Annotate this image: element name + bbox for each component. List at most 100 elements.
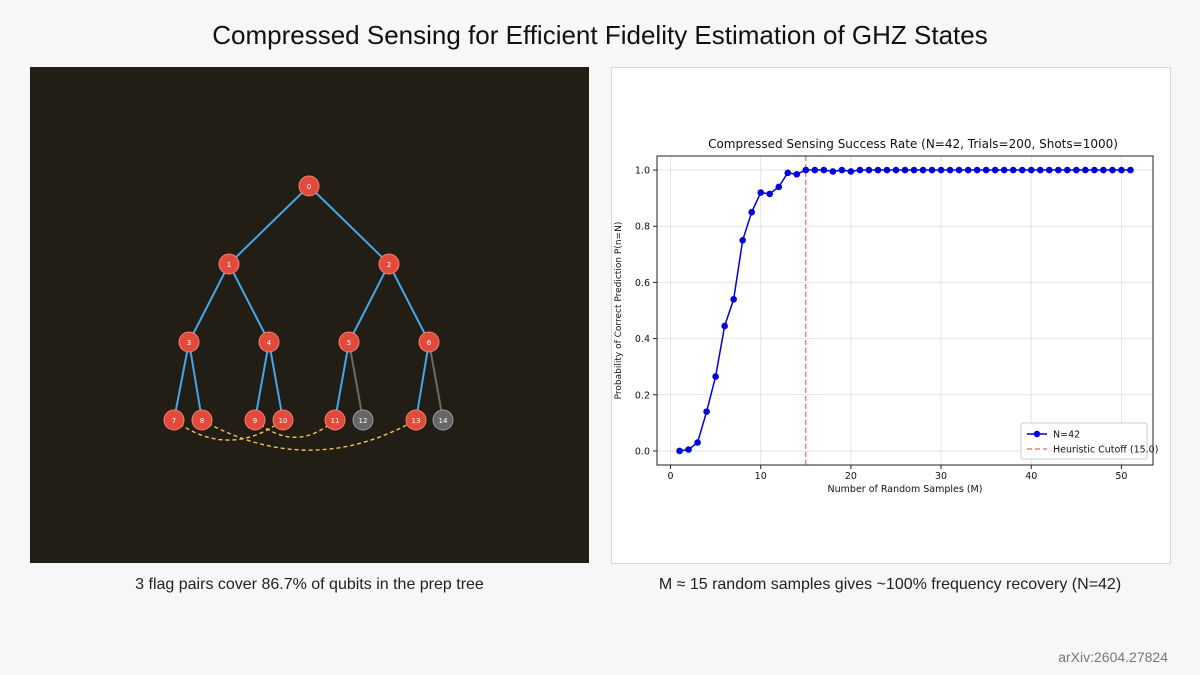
data-point	[838, 166, 846, 174]
data-point	[937, 166, 945, 174]
x-tick-label: 10	[755, 471, 767, 482]
tree-edge-0-1	[228, 185, 310, 265]
chart-title: Compressed Sensing Success Rate (N=42, T…	[708, 137, 1118, 151]
tree-node-label-3: 3	[187, 339, 191, 347]
prep-tree-diagram: 01 23 4 5 67 8 9 10 11 12 13 14	[163, 175, 454, 451]
tree-edge-4-9	[254, 341, 270, 421]
data-point	[829, 168, 837, 175]
tree-node-label-2: 2	[387, 261, 391, 269]
data-point	[1100, 166, 1107, 174]
data-point	[1018, 166, 1026, 174]
data-point	[1000, 166, 1008, 174]
data-point	[1009, 166, 1017, 174]
tree-node-11	[324, 409, 346, 431]
tree-node-label-14: 14	[439, 417, 448, 425]
prep-tree-panel: 0 1 2 3 4 5 6 7 8 9 10 11 12 13 14	[30, 67, 589, 563]
data-point	[865, 166, 873, 174]
tree-node-label-4: 4	[267, 339, 272, 347]
y-tick-label: 0.2	[635, 390, 650, 401]
tree-node-5	[338, 331, 360, 353]
x-axis-label: Number of Random Samples (M)	[828, 484, 983, 495]
y-tick-label: 0.0	[635, 446, 650, 457]
data-point	[928, 166, 936, 174]
tree-edge-2-5	[348, 263, 390, 343]
data-point	[1082, 166, 1089, 174]
x-tick-label: 0	[668, 471, 674, 482]
tree-edge-1-4	[228, 263, 270, 343]
tree-edge-0-2	[308, 185, 390, 265]
data-point	[739, 236, 746, 244]
tree-edge-6-14	[428, 341, 444, 421]
data-point	[784, 169, 792, 177]
data-point	[1127, 166, 1134, 174]
data-point	[820, 166, 828, 174]
series-line	[679, 169, 1131, 452]
tree-edge-5-12	[348, 341, 364, 421]
y-tick-label: 1.0	[635, 166, 650, 177]
tree-node-4	[258, 331, 280, 353]
tree-node-label-1: 1	[227, 261, 231, 269]
tree-node-3	[178, 331, 200, 353]
data-point	[1027, 166, 1035, 174]
chart-caption: M ≈ 15 random samples gives ~100% freque…	[658, 576, 1122, 593]
legend-box	[1020, 422, 1148, 460]
data-point	[775, 183, 783, 191]
tree-node-label-6: 6	[427, 339, 432, 347]
tree-node-7	[163, 409, 185, 431]
y-tick-label: 0.4	[635, 334, 650, 345]
data-point	[802, 166, 810, 174]
tree-node-0	[298, 175, 320, 197]
data-point	[757, 189, 765, 196]
tree-node-label-8: 8	[200, 417, 204, 425]
tree-node-2	[378, 253, 400, 275]
data-point	[1073, 166, 1080, 174]
data-point	[1091, 166, 1098, 174]
tree-node-13	[405, 409, 427, 431]
data-point	[712, 373, 719, 380]
x-tick-label: 30	[935, 471, 947, 482]
data-point	[910, 166, 918, 174]
tree-edge-6-13	[415, 341, 430, 421]
tree-caption: 3 flag pairs cover 86.7% of qubits in th…	[135, 576, 484, 593]
legend-series-label: N=42	[1053, 430, 1080, 441]
data-point	[1055, 166, 1062, 174]
data-point	[1118, 166, 1125, 174]
tree-edge-4-10	[268, 341, 284, 421]
data-point	[964, 166, 972, 174]
tree-node-label-7: 7	[172, 417, 176, 425]
data-point	[901, 166, 909, 174]
data-point	[1109, 166, 1116, 174]
tree-node-9	[244, 409, 266, 431]
data-point	[811, 166, 819, 174]
data-point	[730, 295, 737, 303]
data-point	[955, 166, 963, 174]
slide-title: Compressed Sensing for Efficient Fidelit…	[212, 20, 988, 50]
data-point	[874, 166, 882, 174]
data-point	[1036, 166, 1044, 174]
data-point	[991, 166, 999, 174]
success-rate-chart: Compressed Sensing Success Rate (N=42, T…	[614, 137, 1158, 495]
tree-edge-3-7	[173, 341, 190, 421]
tree-node-label-11: 11	[331, 417, 340, 425]
data-point	[748, 208, 755, 216]
chart-legend: N=42 Heuristic Cutoff (15.0)	[1020, 422, 1158, 460]
tree-edge-1-3	[188, 263, 230, 343]
arxiv-id: arXiv:2604.27824	[1058, 649, 1168, 665]
data-point	[685, 446, 692, 453]
x-tick-label: 40	[1025, 471, 1037, 482]
tree-node-label-12: 12	[359, 417, 368, 425]
y-axis-label: Probability of Correct Prediction P(n=N)	[614, 222, 624, 400]
y-tick-label: 0.8	[635, 222, 650, 233]
tree-node-label-5: 5	[347, 339, 351, 347]
tree-node-label-0: 0	[307, 183, 311, 191]
legend-series-marker	[1033, 430, 1041, 438]
data-point	[919, 166, 927, 174]
data-point	[703, 408, 710, 415]
data-point	[694, 439, 701, 446]
data-point	[721, 322, 728, 330]
data-point	[1045, 166, 1053, 174]
tree-node-10	[272, 409, 294, 431]
tree-node-14	[432, 409, 454, 431]
data-point	[883, 166, 891, 174]
tree-node-8	[191, 409, 213, 431]
